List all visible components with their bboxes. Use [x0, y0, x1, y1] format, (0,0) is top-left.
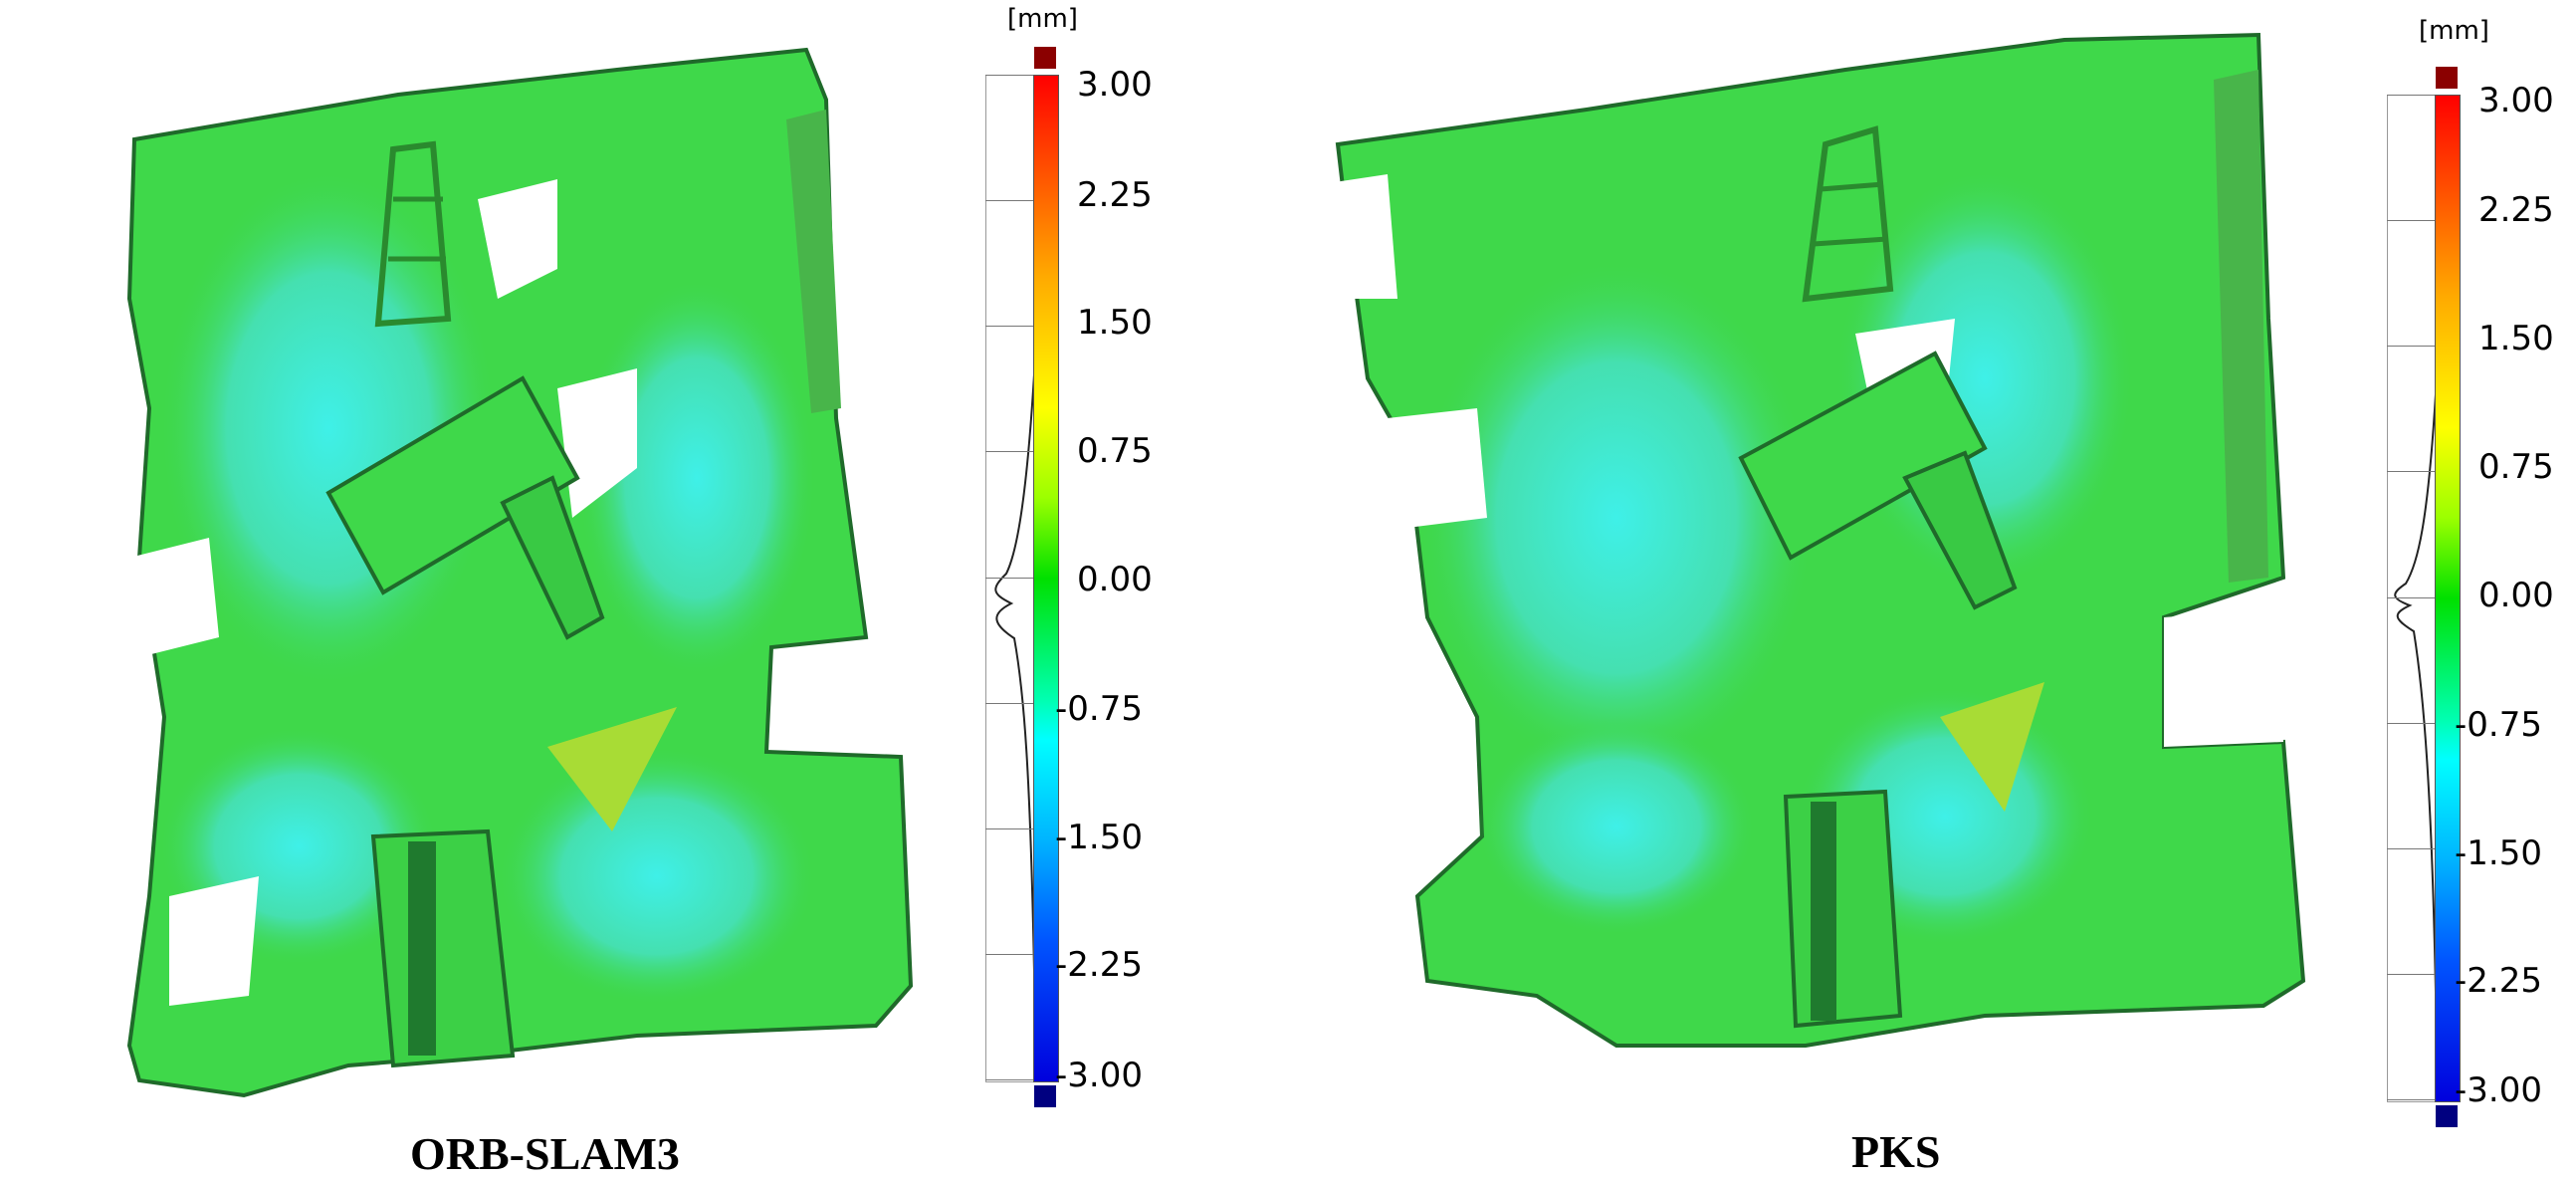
- hole: [1388, 408, 1487, 528]
- hole: [557, 368, 637, 518]
- tick-label: -1.50: [1055, 818, 1143, 857]
- panel-pks: [mm] 3.00 2.25 1.50 0.75 0.00 -0.75 -1.5…: [1288, 0, 2576, 1181]
- tick-label: 2.25: [1077, 175, 1153, 215]
- caption-orb-slam3: ORB-SLAM3: [410, 1128, 680, 1179]
- tower-structure: [1802, 125, 1894, 303]
- max-color-cap: [1034, 47, 1056, 69]
- wall-segment: [1783, 789, 1903, 1029]
- histogram-curve: [2394, 393, 2437, 993]
- deviation-map-pks: [1288, 32, 2306, 1048]
- tick-label: 0.00: [2478, 576, 2554, 615]
- min-color-cap: [1034, 1085, 1056, 1107]
- histogram-curve: [994, 373, 1035, 973]
- right-wall: [2214, 70, 2268, 583]
- tick-label: 3.00: [2478, 81, 2554, 120]
- hole: [2164, 607, 2283, 747]
- tick-label: -0.75: [1055, 689, 1143, 729]
- colorbar: [1033, 75, 1059, 1082]
- tick-label: 1.50: [1077, 303, 1153, 343]
- colorbar: [2435, 95, 2461, 1102]
- max-color-cap: [2436, 67, 2458, 89]
- min-color-cap: [2436, 1105, 2458, 1127]
- hole: [478, 179, 557, 299]
- hole: [1288, 174, 1397, 299]
- box-object: [1738, 351, 1988, 561]
- tick-label: -1.50: [2455, 833, 2542, 873]
- tick-label: 0.75: [2478, 447, 2554, 487]
- deviation-map-orb-slam3: [126, 47, 914, 1098]
- tick-label: -0.75: [2455, 705, 2542, 745]
- hole: [129, 538, 219, 657]
- tick-label: -2.25: [2455, 961, 2542, 1001]
- wall-segment: [370, 828, 516, 1068]
- tick-label: 2.25: [2478, 190, 2554, 230]
- hole: [169, 876, 259, 1006]
- sloped-patch: [1940, 682, 2044, 812]
- tick-label: -2.25: [1055, 945, 1143, 985]
- tick-label: 0.75: [1077, 431, 1153, 471]
- tick-label: -3.00: [1055, 1056, 1143, 1095]
- tick-label: -3.00: [2455, 1070, 2542, 1110]
- unit-label: [mm]: [2419, 16, 2489, 46]
- panel-orb-slam3: [mm] 3.00 2.25 1.50 0.75 0.00 -0.75 -1.5…: [126, 4, 1153, 1179]
- histogram-box: [2387, 95, 2437, 1102]
- sloped-patch: [547, 707, 677, 831]
- right-wall: [786, 110, 841, 413]
- tick-label: 3.00: [1077, 65, 1153, 105]
- unit-label: [mm]: [1007, 4, 1078, 34]
- tick-label: 1.50: [2478, 319, 2554, 358]
- box-object: [325, 375, 580, 595]
- tower-structure: [374, 140, 452, 328]
- histogram-box: [985, 75, 1035, 1082]
- caption-pks: PKS: [1851, 1126, 1941, 1177]
- tick-label: 0.00: [1077, 560, 1153, 599]
